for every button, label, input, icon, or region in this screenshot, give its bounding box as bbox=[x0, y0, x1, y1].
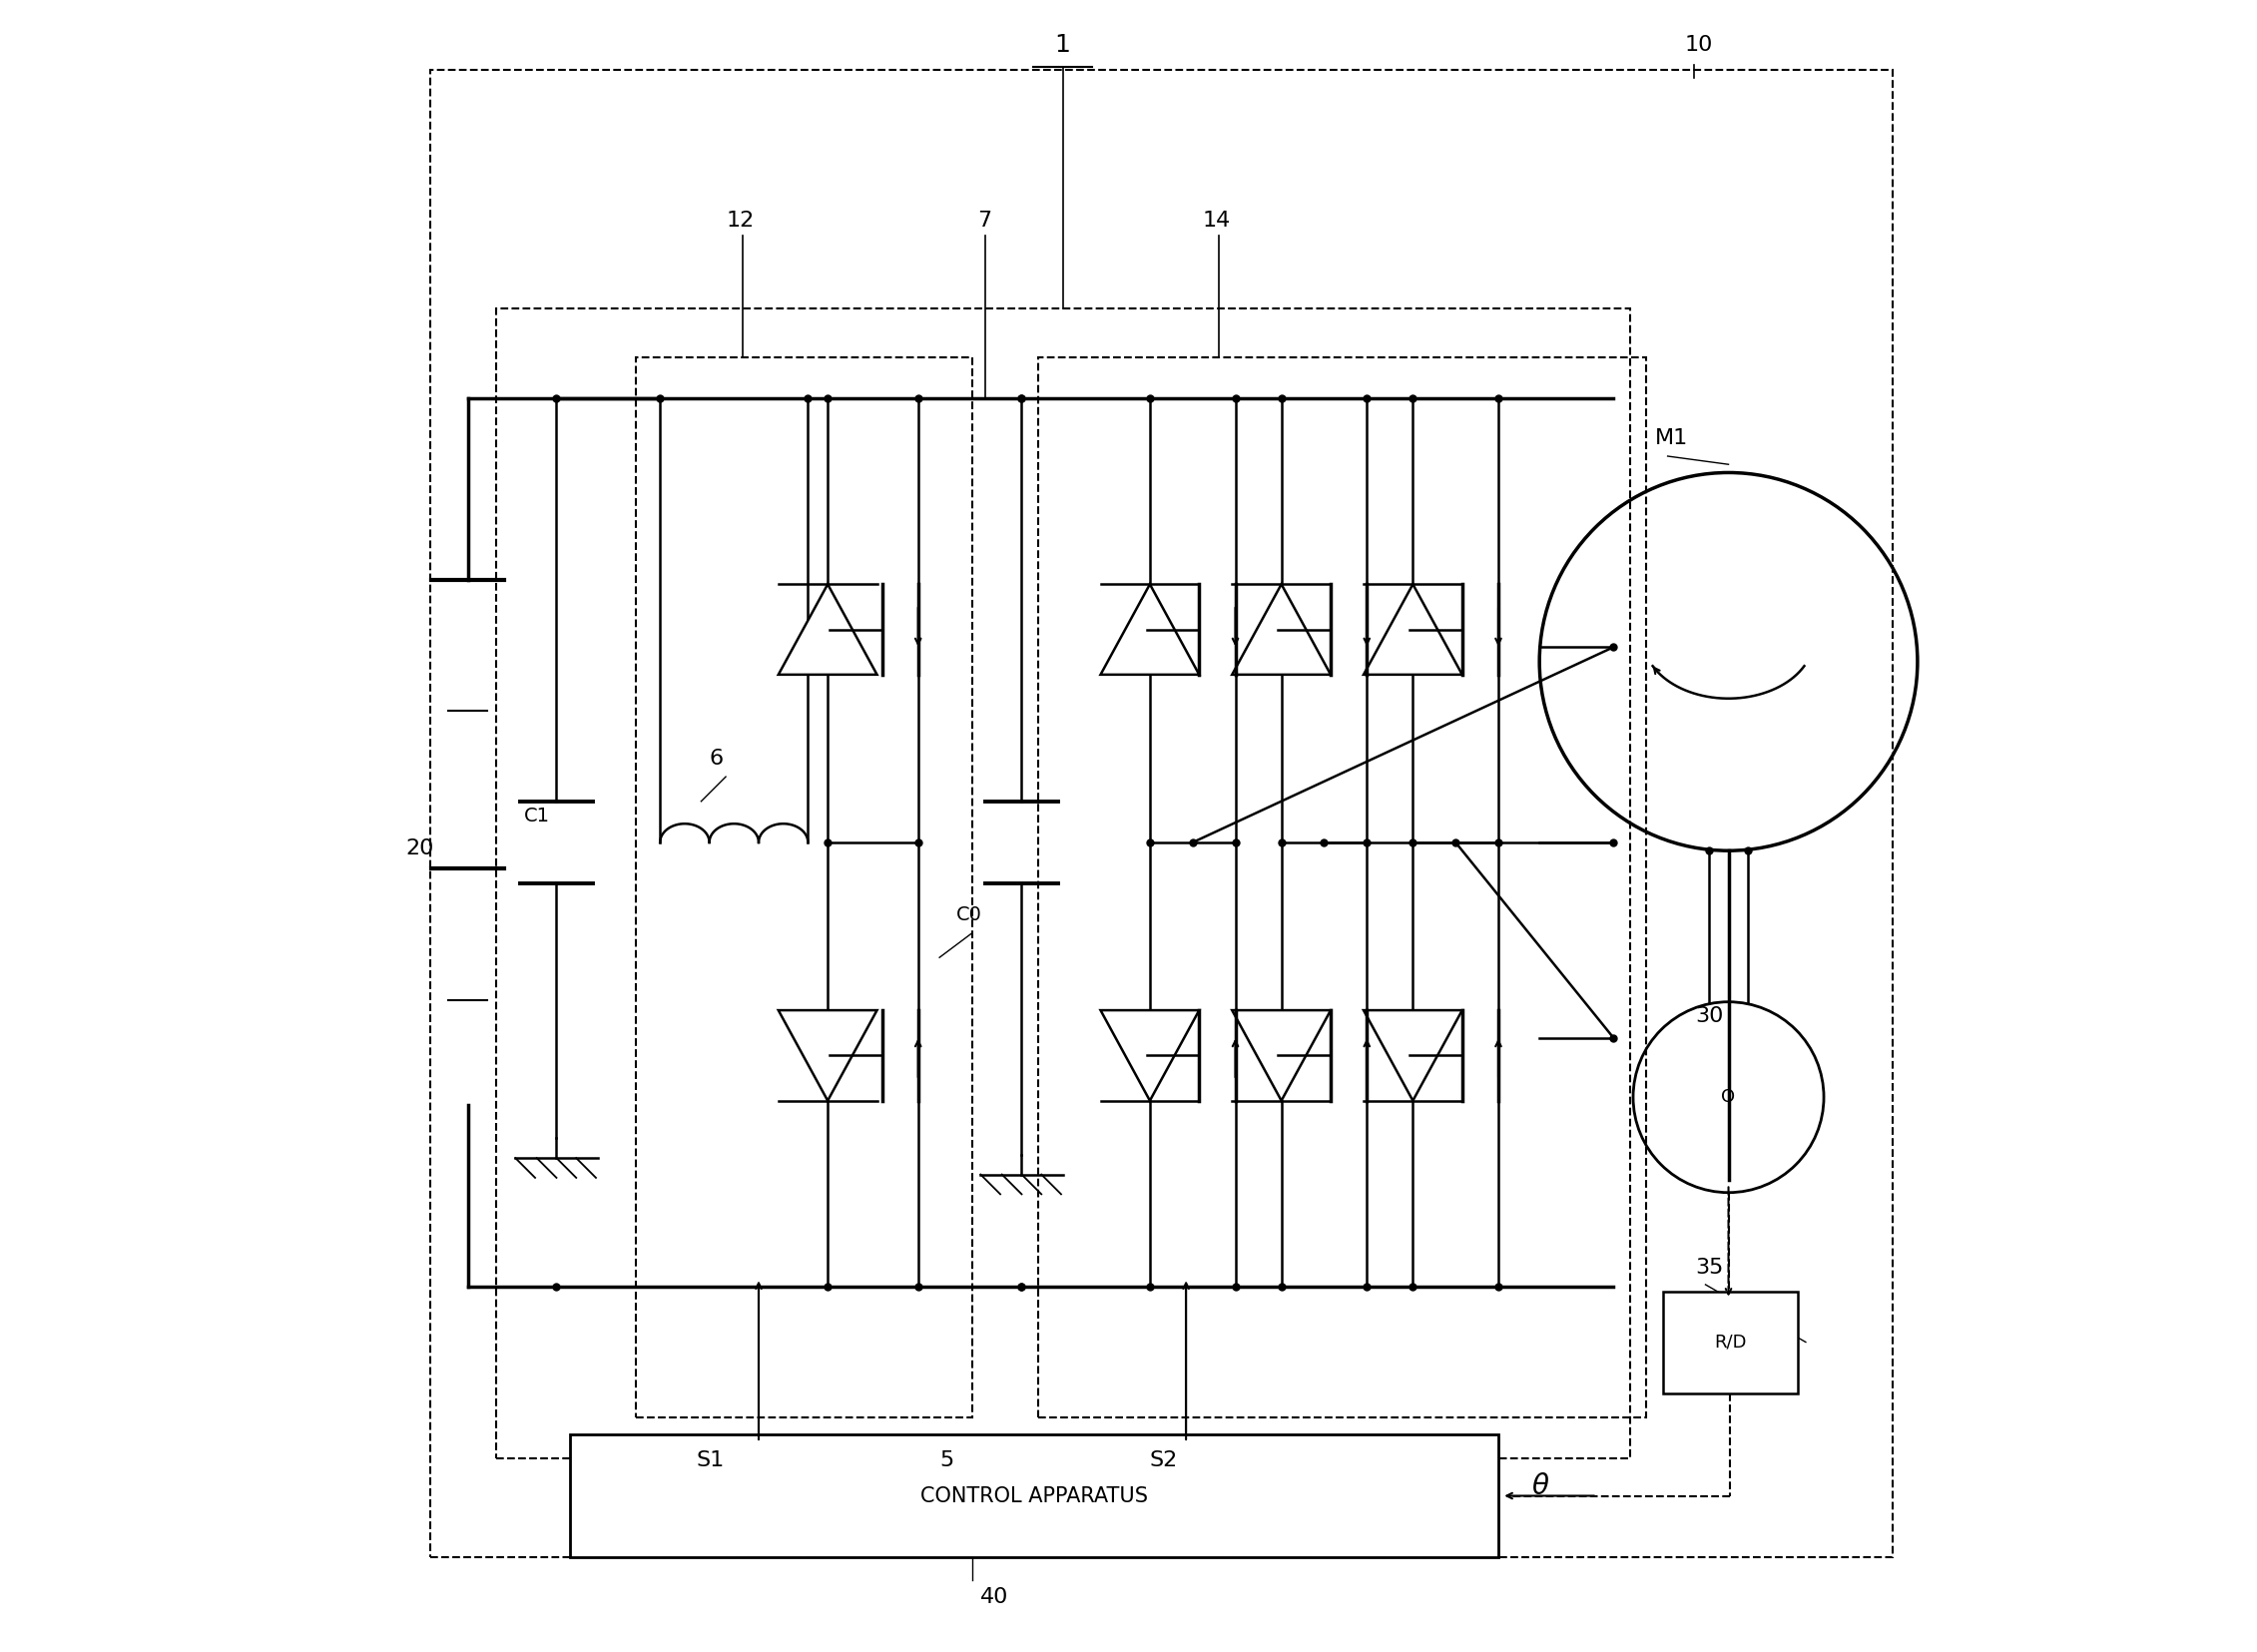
Polygon shape bbox=[779, 1011, 878, 1100]
Text: S2: S2 bbox=[1149, 1450, 1178, 1470]
Bar bbox=[569, 1434, 1499, 1558]
Text: 40: 40 bbox=[980, 1588, 1009, 1607]
Text: 30: 30 bbox=[1695, 1006, 1724, 1026]
Polygon shape bbox=[1232, 1011, 1332, 1100]
Polygon shape bbox=[1363, 585, 1463, 674]
Text: 5: 5 bbox=[939, 1450, 955, 1470]
Text: 7: 7 bbox=[977, 211, 991, 231]
Text: 6: 6 bbox=[709, 748, 724, 768]
Text: O: O bbox=[1722, 1089, 1736, 1107]
Text: C0: C0 bbox=[957, 905, 982, 925]
Polygon shape bbox=[779, 585, 878, 674]
Text: C1: C1 bbox=[524, 808, 548, 826]
Text: S1: S1 bbox=[695, 1450, 724, 1470]
Bar bbox=[497, 309, 1630, 1459]
Text: $\theta$: $\theta$ bbox=[1530, 1474, 1551, 1500]
Text: 1: 1 bbox=[1054, 33, 1070, 58]
Text: R/D: R/D bbox=[1713, 1333, 1747, 1351]
Text: 12: 12 bbox=[727, 211, 754, 231]
Polygon shape bbox=[1232, 585, 1332, 674]
Text: 35: 35 bbox=[1695, 1259, 1724, 1279]
Polygon shape bbox=[1101, 1011, 1198, 1100]
Polygon shape bbox=[1101, 585, 1198, 674]
Text: 14: 14 bbox=[1203, 211, 1230, 231]
Text: CONTROL APPARATUS: CONTROL APPARATUS bbox=[921, 1485, 1149, 1505]
Bar bbox=[1038, 357, 1645, 1417]
Bar bbox=[429, 69, 1894, 1558]
Bar bbox=[636, 357, 973, 1417]
Bar bbox=[1663, 1292, 1797, 1393]
Text: 20: 20 bbox=[406, 839, 433, 859]
Text: M1: M1 bbox=[1654, 428, 1688, 448]
Polygon shape bbox=[1363, 1011, 1463, 1100]
Text: 10: 10 bbox=[1684, 35, 1713, 55]
